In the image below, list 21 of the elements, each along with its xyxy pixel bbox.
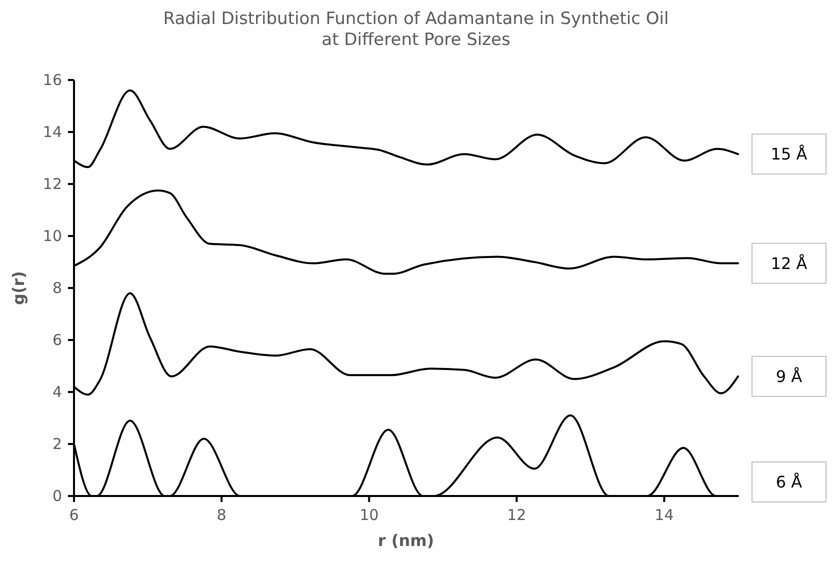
y-axis-title: g(r)	[9, 271, 28, 305]
x-axis-title: r (nm)	[378, 531, 434, 550]
y-tick-label: 4	[52, 383, 62, 401]
text: 15 Å	[770, 144, 808, 164]
y-tick-label: 12	[42, 175, 62, 193]
chart-title: Radial Distribution Function of Adamantane in Synthetic Oil at Different Pore Sizes	[163, 9, 669, 50]
text: 6 Å	[776, 472, 802, 492]
x-tick-label: 8	[216, 506, 226, 524]
x-tick-label: 12	[507, 506, 526, 524]
y-tick-label: 6	[52, 331, 62, 349]
y-tick-label: 14	[42, 123, 62, 141]
x-tick-label: 10	[360, 506, 379, 524]
y-tick-label: 10	[42, 227, 62, 245]
x-tick-label: 14	[654, 506, 674, 524]
y-tick-label: 0	[52, 487, 62, 505]
y-tick-label: 2	[52, 435, 62, 453]
text: 9 Å	[776, 366, 802, 386]
y-tick-label: 8	[52, 279, 62, 297]
x-tick-label: 6	[69, 506, 79, 524]
y-tick-label: 16	[42, 71, 62, 89]
text: 12 Å	[770, 254, 808, 273]
